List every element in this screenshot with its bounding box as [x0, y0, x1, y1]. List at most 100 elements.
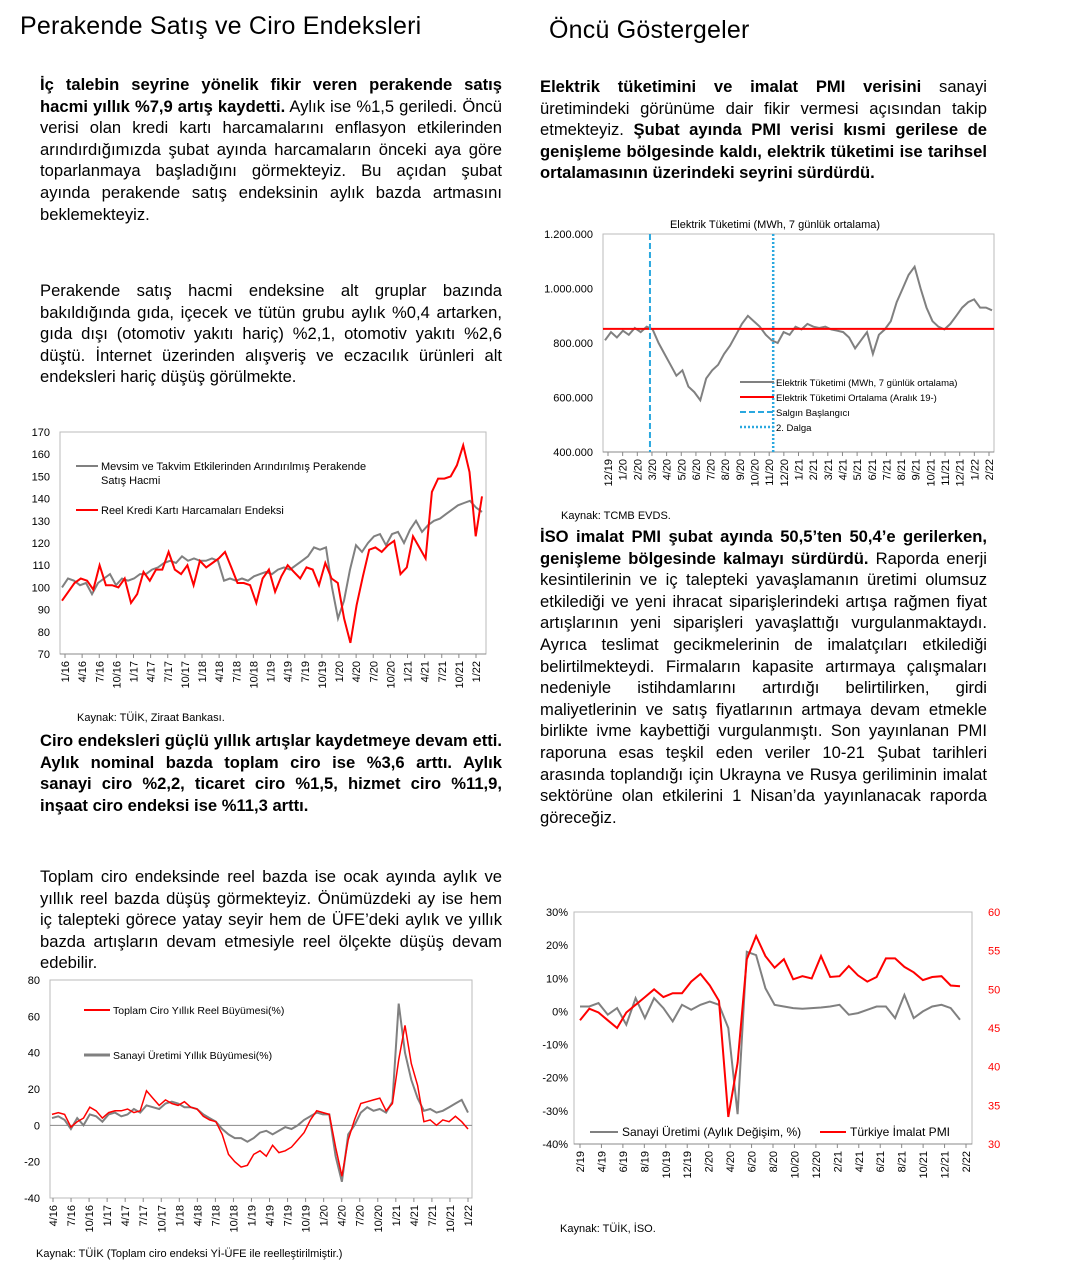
electricity-xtick-label: 10/20	[750, 459, 762, 487]
retail-xtick-label: 10/21	[454, 661, 466, 689]
pmi-xtick-label: 10/19	[661, 1151, 673, 1179]
pmi-xtick-label: 2/22	[961, 1151, 973, 1172]
pmi-xtick-label: 4/19	[596, 1151, 608, 1172]
pmi-ytick-label-left: 10%	[546, 973, 568, 985]
retail-xtick-label: 10/20	[385, 661, 397, 689]
turnover-xtick-label: 1/20	[319, 1205, 331, 1226]
pmi-chart-source: Kaynak: TÜİK, İSO.	[560, 1223, 656, 1235]
pmi-ytick-label-left: -40%	[542, 1139, 568, 1151]
right-paragraph-2-text: Raporda enerji kesintilerinin ve iç tale…	[540, 548, 987, 827]
electricity-ytick-label: 1.000.000	[544, 284, 593, 296]
retail-xtick-label: 4/21	[420, 661, 432, 682]
electricity-xtick-label: 6/21	[867, 459, 879, 480]
electricity-xtick-label: 7/21	[881, 459, 893, 480]
turnover-ytick-label: -20	[24, 1157, 40, 1169]
right-paragraph-1: Elektrik tüketimini ve imalat PMI verisi…	[540, 76, 987, 184]
electricity-xtick-label: 1/22	[969, 459, 981, 480]
pmi-xtick-label: 6/19	[618, 1151, 630, 1172]
retail-legend-label-sales-volume-1: Mevsim ve Takvim Etkilerinden Arındırılm…	[101, 461, 366, 473]
pmi-ytick-label-left: 20%	[546, 940, 568, 952]
turnover-ytick-label: -40	[24, 1193, 40, 1205]
turnover-ytick-label: 20	[28, 1084, 40, 1096]
retail-xtick-label: 4/19	[283, 661, 295, 682]
pmi-xtick-label: 2/20	[704, 1151, 716, 1172]
left-paragraph-4: Toplam ciro endeksinde reel bazda ise oc…	[40, 867, 502, 973]
turnover-xtick-label: 7/20	[355, 1205, 367, 1226]
turnover-xtick-label: 4/17	[120, 1205, 132, 1226]
electricity-xtick-label: 9/21	[911, 459, 923, 480]
electricity-ytick-label: 400.000	[553, 447, 593, 459]
retail-legend-label-credit-card: Reel Kredi Kartı Harcamaları Endeksi	[101, 505, 284, 517]
retail-xtick-label: 7/16	[94, 661, 106, 682]
retail-series-credit-card	[61, 441, 483, 644]
pmi-legend-label-manufacturing-pmi: Türkiye İmalat PMI	[850, 1125, 950, 1139]
turnover-xtick-label: 4/20	[337, 1205, 349, 1226]
turnover-ytick-label: 80	[28, 975, 40, 987]
left-paragraph-3: Ciro endeksleri güçlü yıllık artışlar ka…	[40, 730, 502, 816]
turnover-xtick-label: 1/21	[391, 1205, 403, 1226]
electricity-legend-label-second-wave: 2. Dalga	[776, 423, 812, 434]
pmi-ytick-label-right: 60	[988, 907, 1000, 919]
turnover-legend-label-industrial-production: Sanayi Üretimi Yıllık Büyümesi(%)	[113, 1050, 272, 1062]
pmi-ytick-label-right: 45	[988, 1023, 1000, 1035]
retail-ytick-label: 80	[38, 627, 50, 639]
pmi-legend-label-industrial-production: Sanayi Üretimi (Aylık Değişim, %)	[622, 1125, 801, 1139]
retail-xtick-label: 1/16	[60, 661, 72, 682]
retail-ytick-label: 110	[32, 560, 50, 572]
pmi-xtick-label: 4/20	[725, 1151, 737, 1172]
turnover-xtick-label: 10/21	[445, 1205, 457, 1233]
turnover-series-total-turnover	[51, 1025, 469, 1177]
retail-xtick-label: 4/20	[351, 661, 363, 682]
pmi-xtick-label: 4/21	[854, 1151, 866, 1172]
turnover-xtick-label: 7/19	[283, 1205, 295, 1226]
retail-xtick-label: 1/18	[197, 661, 209, 682]
electricity-legend-label-consumption: Elektrik Tüketimi (MWh, 7 günlük ortalam…	[776, 378, 957, 389]
electricity-xtick-label: 7/20	[706, 459, 718, 480]
turnover-xtick-label: 7/21	[427, 1205, 439, 1226]
pmi-chart: -40% -30% -20% -10% 0% 10% 20% 30% 30 35 40 45 50 55 6…	[530, 900, 1020, 1190]
electricity-xtick-label: 4/21	[837, 459, 849, 480]
electricity-xtick-label: 4/20	[662, 459, 674, 480]
electricity-xtick-label: 8/20	[720, 459, 732, 480]
electricity-ytick-label: 800.000	[553, 338, 593, 350]
electricity-chart: Elektrik Tüketimi (MWh, 7 günlük ortalam…	[520, 214, 1000, 509]
electricity-chart-source: Kaynak: TCMB EVDS.	[561, 510, 671, 522]
right-section-title: Öncü Göstergeler	[549, 16, 750, 44]
turnover-chart-svg: -40 -20 0 20 40 60 80 4/16 7/16 10/16 1/17 4/17 7/17…	[24, 975, 475, 1233]
retail-xtick-label: 7/21	[437, 661, 449, 682]
electricity-xtick-label: 2/22	[984, 459, 996, 480]
pmi-xtick-label: 12/21	[940, 1151, 952, 1179]
turnover-chart: -40 -20 0 20 40 60 80 4/16 7/16 10/16 1/17 4/17 7/17…	[20, 972, 480, 1247]
left-paragraph-1-bold: İç talebin seyrine yönelik fikir veren p…	[40, 75, 502, 116]
turnover-xtick-label: 10/17	[156, 1205, 168, 1233]
right-paragraph-1-text: sanayi üretimindeki görünüme dair fikir …	[540, 77, 987, 140]
turnover-xtick-label: 4/16	[48, 1205, 60, 1226]
retail-ytick-label: 130	[32, 516, 50, 528]
electricity-chart-title: Elektrik Tüketimi (MWh, 7 günlük ortalam…	[670, 219, 880, 231]
electricity-xtick-label: 3/21	[823, 459, 835, 480]
turnover-xtick-label: 1/19	[246, 1205, 258, 1226]
right-paragraph-2: İSO imalat PMI şubat ayında 50,5’ten 50,…	[540, 526, 987, 828]
retail-xtick-label: 1/22	[471, 661, 483, 682]
pmi-xtick-label: 8/21	[897, 1151, 909, 1172]
pmi-xtick-label: 8/20	[768, 1151, 780, 1172]
electricity-xtick-label: 5/21	[852, 459, 864, 480]
electricity-xtick-label: 6/20	[691, 459, 703, 480]
turnover-xtick-label: 10/19	[301, 1205, 313, 1233]
retail-xtick-label: 10/18	[248, 661, 260, 689]
retail-ytick-label: 150	[32, 471, 50, 483]
retail-chart-source: Kaynak: TÜİK, Ziraat Bankası.	[77, 712, 225, 724]
pmi-xtick-label: 6/20	[747, 1151, 759, 1172]
pmi-ytick-label-right: 30	[988, 1139, 1000, 1151]
pmi-ytick-label-left: -10%	[542, 1040, 568, 1052]
retail-ytick-label: 90	[38, 605, 50, 617]
turnover-xtick-label: 7/16	[66, 1205, 78, 1226]
right-paragraph-1-bold-2: Şubat ayında PMI verisi kısmi gerilese d…	[540, 120, 988, 183]
retail-xtick-label: 1/17	[129, 661, 141, 682]
electricity-ytick-label: 600.000	[553, 393, 593, 405]
turnover-plot-frame	[49, 979, 473, 1199]
retail-series-sales-volume	[61, 499, 483, 623]
pmi-ytick-label-left: 0%	[552, 1006, 568, 1018]
turnover-xtick-label: 4/19	[265, 1205, 277, 1226]
right-paragraph-1-bold-1: Elektrik tüketimini ve imalat PMI verisi…	[540, 77, 922, 96]
